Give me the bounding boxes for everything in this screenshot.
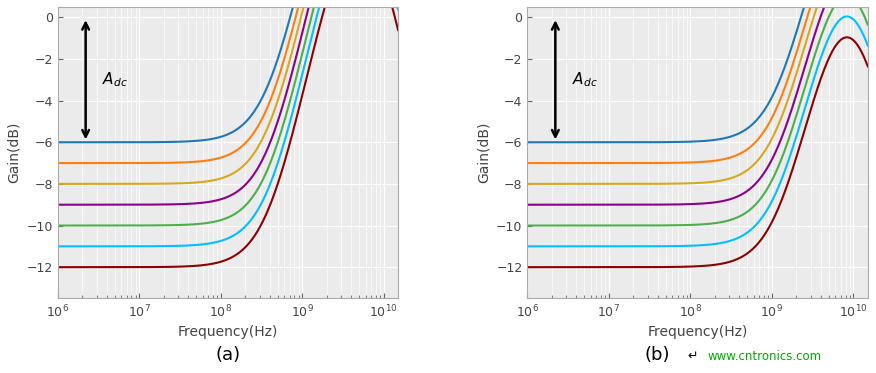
Text: (a): (a) [215, 346, 241, 364]
X-axis label: Frequency(Hz): Frequency(Hz) [647, 325, 748, 339]
X-axis label: Frequency(Hz): Frequency(Hz) [178, 325, 278, 339]
Text: ↵: ↵ [688, 350, 698, 363]
Text: www.cntronics.com: www.cntronics.com [708, 350, 822, 363]
Text: (b): (b) [644, 346, 669, 364]
Y-axis label: Gain(dB): Gain(dB) [7, 122, 21, 184]
Text: $A_{dc}$: $A_{dc}$ [102, 70, 128, 89]
Text: $A_{dc}$: $A_{dc}$ [572, 70, 597, 89]
Y-axis label: Gain(dB): Gain(dB) [477, 122, 491, 184]
